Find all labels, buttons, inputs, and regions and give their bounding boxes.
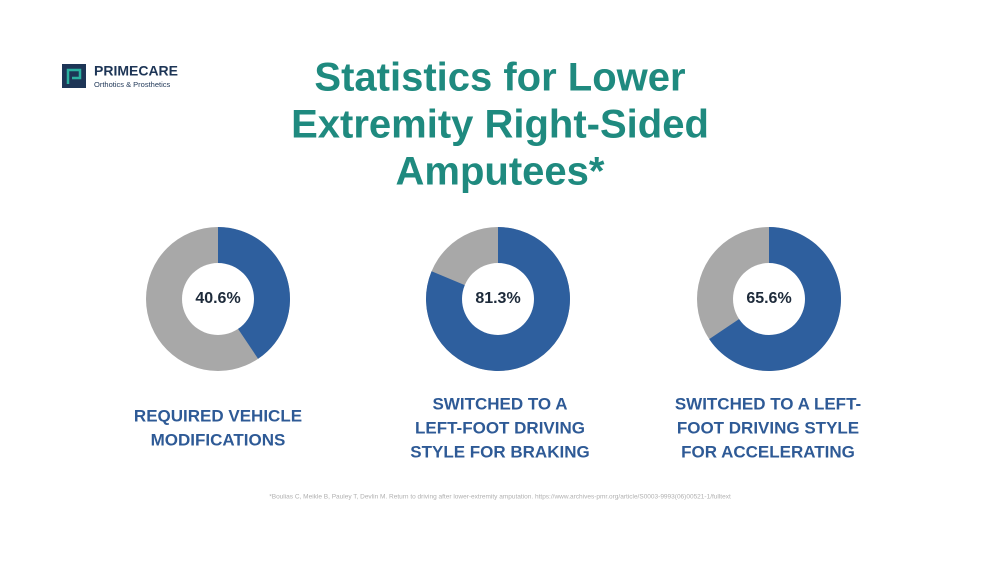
title-line: Statistics for Lower [314,56,685,100]
caption: FOOT DRIVING STYLE [677,418,859,437]
title-line: Amputees* [396,150,605,194]
caption: FOR ACCELERATING [681,442,855,461]
caption: LEFT-FOOT DRIVING [415,418,585,437]
logo-icon [62,64,86,88]
caption: SWITCHED TO A [432,394,567,413]
tagline: Orthotics & Prosthetics [94,80,171,89]
brand: PRIMECARE [94,63,178,79]
caption: SWITCHED TO A LEFT- [675,394,861,413]
logo-mark [66,68,82,84]
logo: PRIMECARE Orthotics & Prosthetics [62,63,178,89]
donut-hole [733,263,805,335]
caption: STYLE FOR BRAKING [410,442,589,461]
donut-segment [218,227,290,359]
footnote: *Boulias C, Meikle B, Pauley T, Devlin M… [269,494,731,501]
value-label: 81.3% [475,290,520,307]
value-label: 40.6% [195,290,240,307]
donut-hole [182,263,254,335]
donut-hole [462,263,534,335]
value-label: 65.6% [746,290,791,307]
caption: REQUIRED VEHICLE [134,406,302,425]
caption: MODIFICATIONS [151,430,286,449]
title-line: Extremity Right-Sided [291,103,709,147]
